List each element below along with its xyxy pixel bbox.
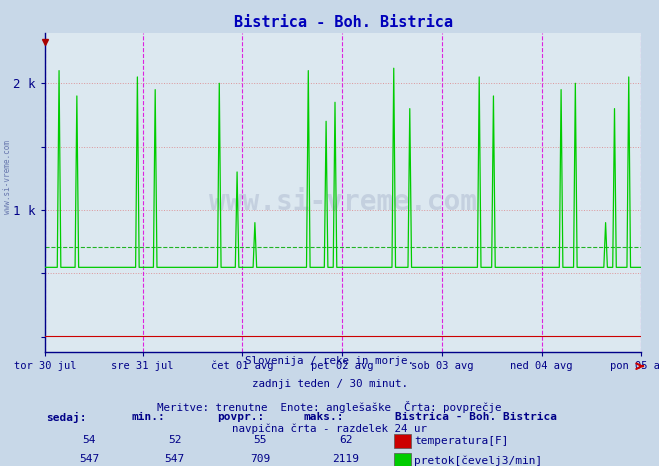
Text: sedaj:: sedaj:	[46, 412, 86, 424]
Text: 709: 709	[250, 454, 270, 464]
Text: navpična črta - razdelek 24 ur: navpična črta - razdelek 24 ur	[232, 424, 427, 434]
Text: zadnji teden / 30 minut.: zadnji teden / 30 minut.	[252, 379, 407, 389]
Text: www.si-vreme.com: www.si-vreme.com	[209, 188, 477, 216]
Text: 54: 54	[82, 435, 96, 445]
Text: 55: 55	[254, 435, 267, 445]
Text: temperatura[F]: temperatura[F]	[414, 436, 508, 446]
Text: Slovenija / reke in morje.: Slovenija / reke in morje.	[245, 356, 414, 366]
Text: 547: 547	[165, 454, 185, 464]
Text: maks.:: maks.:	[303, 412, 343, 422]
Text: pretok[čevelj3/min]: pretok[čevelj3/min]	[414, 455, 542, 466]
Text: povpr.:: povpr.:	[217, 412, 265, 422]
Text: min.:: min.:	[132, 412, 165, 422]
Text: Bistrica - Boh. Bistrica: Bistrica - Boh. Bistrica	[395, 412, 558, 422]
Title: Bistrica - Boh. Bistrica: Bistrica - Boh. Bistrica	[233, 15, 453, 30]
Text: Meritve: trenutne  Enote: anglešaške  Črta: povprečje: Meritve: trenutne Enote: anglešaške Črta…	[158, 401, 501, 413]
Text: 52: 52	[168, 435, 181, 445]
Text: 62: 62	[339, 435, 353, 445]
Text: 2119: 2119	[333, 454, 359, 464]
Text: www.si-vreme.com: www.si-vreme.com	[3, 140, 13, 214]
Text: 547: 547	[79, 454, 99, 464]
